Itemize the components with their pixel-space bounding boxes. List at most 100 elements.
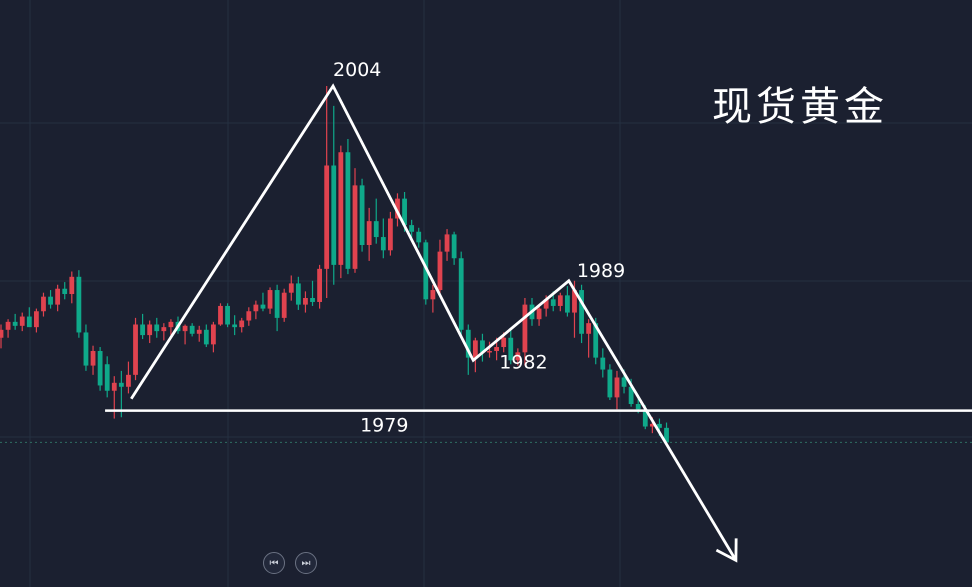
- candle-body: [126, 374, 131, 387]
- candle-body: [69, 276, 75, 295]
- candle-body: [444, 234, 450, 252]
- candle-body: [472, 340, 478, 358]
- price-label: 1982: [499, 351, 547, 373]
- candle-body: [260, 304, 266, 309]
- candle-body: [557, 295, 563, 306]
- candle-body: [196, 329, 202, 334]
- candle-body: [324, 165, 330, 269]
- candle-body: [168, 321, 174, 328]
- candle-body: [182, 325, 188, 332]
- candle-body: [359, 185, 365, 245]
- candle-body: [380, 237, 386, 251]
- candle-body: [161, 327, 167, 332]
- candle-body: [657, 423, 662, 428]
- candle-body: [508, 337, 514, 361]
- candle-body: [288, 283, 294, 293]
- candle-body: [536, 308, 542, 320]
- candle-body: [239, 320, 245, 328]
- candle-body: [140, 324, 145, 336]
- candle-body: [437, 251, 443, 291]
- price-label: 1979: [360, 415, 408, 437]
- candle-body: [614, 377, 620, 398]
- candle-body: [118, 382, 124, 387]
- candle-body: [664, 427, 669, 443]
- candle-body: [649, 423, 655, 427]
- candle-body: [423, 242, 429, 300]
- candle-body: [133, 324, 138, 375]
- candle-body: [274, 290, 280, 318]
- candle-body: [203, 329, 209, 345]
- candle-body: [26, 316, 32, 328]
- candle-body: [430, 290, 436, 300]
- candle-body: [12, 321, 18, 326]
- skip-back-icon: ⏮: [269, 557, 279, 569]
- candle-body: [211, 324, 216, 345]
- candle-body: [246, 311, 252, 321]
- candle-body: [480, 340, 485, 353]
- candle-body: [550, 299, 556, 306]
- candle-body: [373, 221, 379, 238]
- candle-body: [522, 304, 528, 353]
- candle-body: [458, 258, 464, 330]
- candle-body: [388, 218, 393, 251]
- candle-body: [267, 290, 273, 309]
- candle-body: [76, 276, 82, 333]
- candle-body: [5, 321, 11, 330]
- candle-body: [19, 316, 25, 326]
- candle-body: [62, 288, 68, 295]
- candle-body: [395, 198, 400, 219]
- candle-body: [189, 325, 195, 334]
- candle-body: [111, 382, 117, 391]
- candle-body: [345, 152, 351, 269]
- candle-body: [515, 352, 521, 361]
- candle-body: [565, 295, 570, 313]
- candle-body: [97, 351, 103, 386]
- candle-body: [621, 377, 627, 387]
- candle-body: [600, 357, 606, 370]
- candle-body: [48, 296, 53, 305]
- candle-body: [338, 152, 344, 265]
- candle-body: [90, 351, 96, 366]
- candle-body: [409, 225, 415, 232]
- candle-body: [501, 337, 507, 348]
- price-label: 1989: [577, 260, 625, 282]
- scroll-to-start-button[interactable]: ⏮: [263, 552, 285, 574]
- candle-body: [352, 185, 358, 269]
- candle-body: [303, 298, 308, 305]
- candle-body: [593, 323, 599, 358]
- candle-body: [402, 198, 407, 226]
- candle-body: [147, 324, 153, 336]
- candle-body: [366, 221, 372, 245]
- candle-body: [607, 369, 613, 398]
- candle-body: [310, 298, 315, 302]
- skip-forward-icon: ⏭: [301, 557, 311, 569]
- candle-body: [331, 165, 337, 265]
- candle-body: [154, 324, 160, 332]
- candle-body: [218, 305, 223, 325]
- candle-body: [465, 329, 471, 358]
- candle-body: [317, 268, 322, 302]
- candle-body: [628, 386, 634, 404]
- candle-body: [572, 290, 577, 313]
- candle-body: [586, 323, 592, 334]
- candle-body: [83, 332, 89, 366]
- candle-body: [642, 409, 648, 427]
- chart-title: 现货黄金: [712, 84, 888, 130]
- candle-body: [635, 404, 641, 410]
- candle-body: [494, 347, 499, 351]
- candle-body: [55, 288, 61, 305]
- candle-body: [295, 283, 301, 305]
- candle-body: [253, 304, 259, 312]
- arrow-head-icon: [715, 538, 738, 563]
- candle-body: [281, 292, 287, 318]
- candle-body: [232, 324, 238, 328]
- scroll-to-end-button[interactable]: ⏭: [295, 552, 317, 574]
- candle-body: [0, 329, 4, 338]
- candle-body: [416, 231, 422, 243]
- price-label: 2004: [333, 59, 381, 81]
- candle-body: [579, 290, 584, 334]
- trend-zigzag-line: [130, 83, 738, 562]
- candle-body: [41, 296, 46, 312]
